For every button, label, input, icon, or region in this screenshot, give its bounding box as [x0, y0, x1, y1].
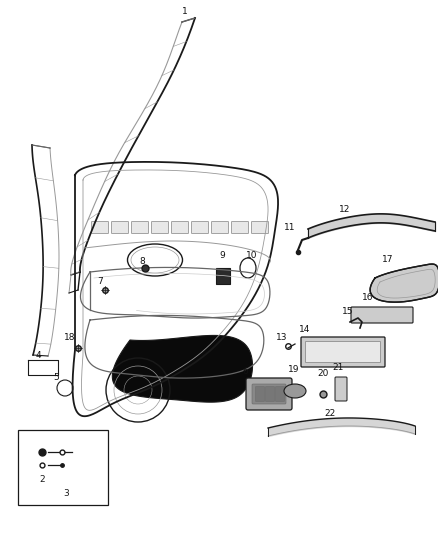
FancyBboxPatch shape — [232, 222, 248, 233]
Text: 19: 19 — [288, 366, 300, 375]
Text: 2: 2 — [39, 475, 45, 484]
FancyBboxPatch shape — [191, 222, 208, 233]
FancyBboxPatch shape — [92, 222, 109, 233]
Ellipse shape — [284, 384, 306, 398]
FancyBboxPatch shape — [252, 384, 286, 404]
Text: 11: 11 — [284, 223, 296, 232]
Polygon shape — [112, 335, 253, 402]
Polygon shape — [370, 264, 438, 302]
Text: 7: 7 — [97, 278, 103, 287]
FancyBboxPatch shape — [131, 222, 148, 233]
FancyBboxPatch shape — [216, 268, 230, 284]
Text: 4: 4 — [35, 351, 41, 360]
FancyBboxPatch shape — [276, 386, 285, 401]
Text: 9: 9 — [219, 251, 225, 260]
FancyBboxPatch shape — [301, 337, 385, 367]
FancyBboxPatch shape — [351, 307, 413, 323]
FancyBboxPatch shape — [251, 222, 268, 233]
Text: 15: 15 — [342, 308, 354, 317]
FancyBboxPatch shape — [18, 430, 108, 505]
Text: 6: 6 — [242, 367, 248, 376]
Text: 13: 13 — [276, 334, 288, 343]
FancyBboxPatch shape — [265, 386, 275, 401]
Text: 10: 10 — [246, 251, 258, 260]
Text: 5: 5 — [53, 374, 59, 383]
FancyBboxPatch shape — [112, 222, 128, 233]
FancyBboxPatch shape — [172, 222, 188, 233]
Text: 22: 22 — [325, 409, 336, 418]
FancyBboxPatch shape — [255, 386, 265, 401]
Text: 17: 17 — [382, 255, 394, 264]
Text: 3: 3 — [63, 489, 69, 498]
Text: 16: 16 — [362, 294, 374, 303]
Text: 1: 1 — [182, 7, 188, 17]
FancyBboxPatch shape — [246, 378, 292, 410]
Text: 18: 18 — [64, 334, 76, 343]
FancyBboxPatch shape — [305, 342, 381, 362]
FancyBboxPatch shape — [152, 222, 169, 233]
FancyBboxPatch shape — [335, 377, 347, 401]
Text: 8: 8 — [139, 257, 145, 266]
FancyBboxPatch shape — [212, 222, 229, 233]
Text: 21: 21 — [332, 364, 344, 373]
Text: 12: 12 — [339, 206, 351, 214]
Text: 20: 20 — [317, 369, 328, 378]
Text: 14: 14 — [299, 326, 311, 335]
